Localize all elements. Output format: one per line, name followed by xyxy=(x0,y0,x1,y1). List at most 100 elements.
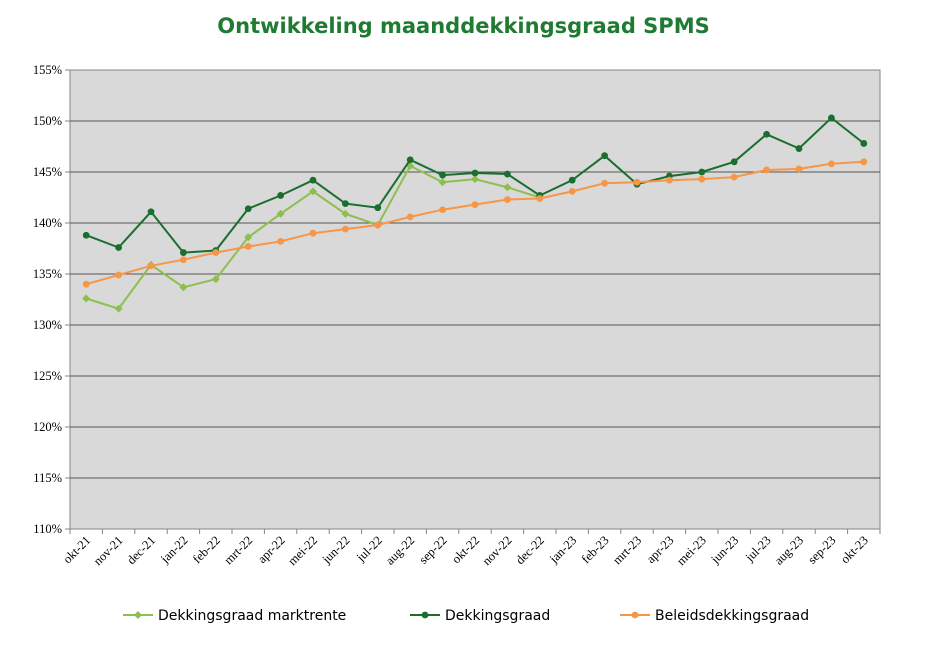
x-tick-label: sep-22 xyxy=(416,533,449,566)
data-point xyxy=(504,170,511,178)
grid-lines xyxy=(70,120,880,479)
data-point xyxy=(568,176,576,184)
y-tick-label: 155% xyxy=(33,63,62,77)
data-point xyxy=(406,213,414,221)
series-3 xyxy=(82,158,868,288)
data-point xyxy=(180,249,187,256)
x-tick-label: nov-22 xyxy=(480,533,515,568)
data-point xyxy=(439,171,446,179)
data-point xyxy=(147,262,155,270)
data-point xyxy=(82,231,90,239)
y-tick-label: 110% xyxy=(33,522,62,536)
x-tick-label: mei-22 xyxy=(285,533,320,568)
data-point xyxy=(374,221,382,229)
y-tick-label: 130% xyxy=(33,318,62,332)
legend-marker xyxy=(631,611,639,619)
legend-marker xyxy=(421,611,429,619)
data-point xyxy=(666,176,673,184)
data-point xyxy=(730,158,738,166)
y-tick-label: 150% xyxy=(33,114,62,128)
data-point xyxy=(698,175,706,183)
data-point xyxy=(406,156,414,164)
y-tick-label: 140% xyxy=(33,216,62,230)
data-point xyxy=(147,208,155,216)
data-point xyxy=(601,152,608,160)
y-tick-label: 120% xyxy=(33,420,62,434)
data-point xyxy=(763,130,770,138)
data-point xyxy=(309,229,317,237)
data-point xyxy=(374,204,382,212)
data-point xyxy=(342,225,349,233)
x-tick-label: dec-22 xyxy=(513,533,547,567)
x-tick-label: mrt-22 xyxy=(221,533,255,567)
legend-label: Beleidsdekkingsgraad xyxy=(655,608,809,624)
data-point xyxy=(115,244,122,251)
legend-entry: Dekkingsgraad marktrente xyxy=(123,608,346,624)
y-tick-label: 135% xyxy=(33,267,62,281)
x-tick-label: jan-22 xyxy=(157,533,190,566)
chart-title: Ontwikkeling maanddekkingsgraad SPMS xyxy=(217,14,710,38)
x-tick-label: jul-23 xyxy=(742,533,774,565)
x-tick-label: apr-23 xyxy=(644,533,677,566)
legend-label: Dekkingsgraad xyxy=(445,608,550,624)
data-point xyxy=(568,187,576,195)
data-point xyxy=(244,205,252,213)
data-point xyxy=(471,169,479,177)
data-point xyxy=(244,243,252,250)
data-point xyxy=(633,178,641,186)
y-tick-label: 115% xyxy=(33,471,62,485)
data-point xyxy=(341,209,350,218)
x-tick-label: sep-23 xyxy=(805,533,838,566)
x-tick-label: aug-22 xyxy=(383,533,417,567)
legend-marker xyxy=(134,611,142,619)
legend: Dekkingsgraad marktrente Dekkingsgraad Bel… xyxy=(123,608,809,624)
data-point xyxy=(438,178,447,187)
data-point xyxy=(212,249,220,256)
x-tick-label: mrt-23 xyxy=(610,533,644,567)
x-tick-label: mei-23 xyxy=(674,533,709,568)
legend-label: Dekkingsgraad marktrente xyxy=(158,608,346,624)
x-tick-label: dec-21 xyxy=(124,533,158,567)
plot-area xyxy=(69,69,881,530)
data-point xyxy=(114,304,123,313)
data-point xyxy=(795,145,803,152)
data-point xyxy=(115,271,122,279)
x-tick-label: apr-22 xyxy=(255,533,288,566)
y-tick-label: 125% xyxy=(33,369,62,383)
data-point xyxy=(828,160,835,168)
x-tick-label: feb-22 xyxy=(190,533,223,566)
x-tick-label: jun-22 xyxy=(319,533,353,567)
legend-entry: Beleidsdekkingsgraad xyxy=(620,608,809,624)
x-tick-label: jun-23 xyxy=(708,533,742,567)
x-tick-label: okt-22 xyxy=(449,533,482,566)
data-point xyxy=(601,179,608,187)
data-point xyxy=(82,294,91,303)
data-point xyxy=(244,233,253,242)
data-point xyxy=(471,175,479,184)
x-tick-label: jul-22 xyxy=(353,533,385,565)
data-point xyxy=(309,176,317,184)
x-tick-label: okt-23 xyxy=(838,533,871,566)
data-point xyxy=(309,187,317,196)
x-tick-label: aug-23 xyxy=(772,533,806,567)
data-point xyxy=(82,280,90,288)
data-point xyxy=(536,195,544,202)
data-point xyxy=(504,196,511,203)
x-tick-label: okt-21 xyxy=(60,533,93,566)
series-layer xyxy=(82,114,868,313)
data-point xyxy=(828,114,835,122)
data-point xyxy=(763,166,770,174)
data-point xyxy=(342,200,349,208)
data-point xyxy=(698,168,706,176)
data-point xyxy=(503,183,512,192)
x-tick-label: nov-21 xyxy=(91,533,126,568)
data-point xyxy=(277,237,284,245)
data-point xyxy=(439,206,446,214)
data-point xyxy=(471,201,479,209)
x-tick-label: jan-23 xyxy=(546,533,579,566)
data-point xyxy=(276,209,285,218)
data-point xyxy=(180,256,187,264)
